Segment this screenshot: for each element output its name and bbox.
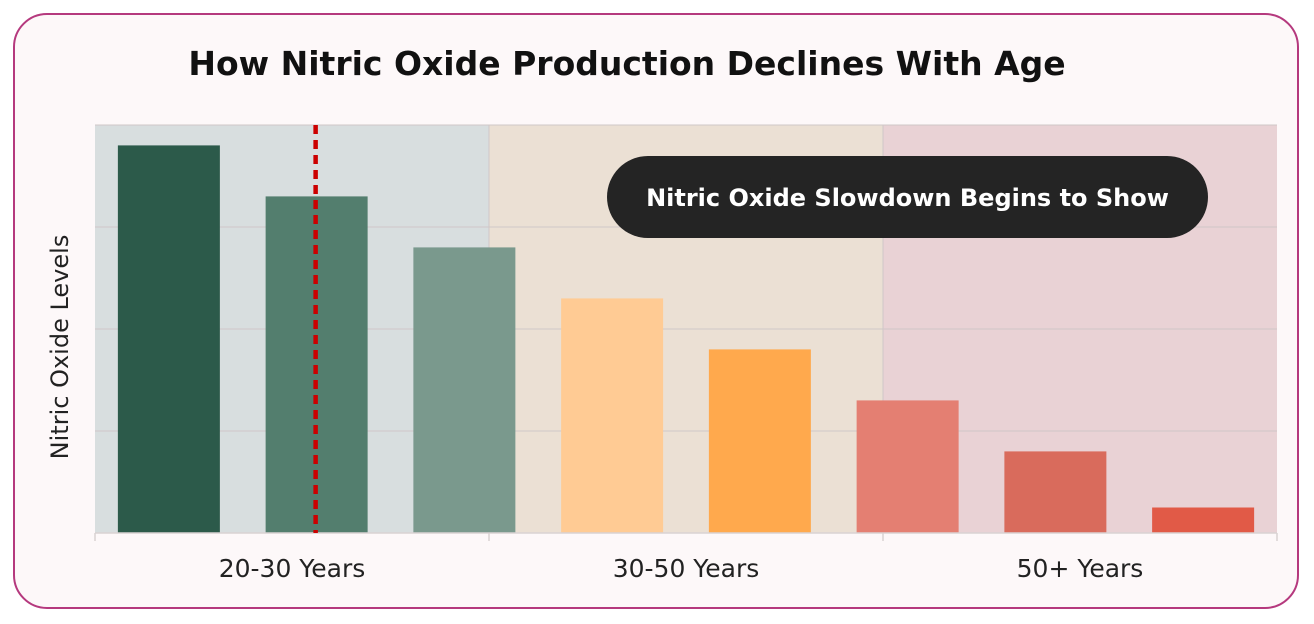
annotation-label: Nitric Oxide Slowdown Begins to Show [646, 184, 1169, 212]
chart-title: How Nitric Oxide Production Declines Wit… [188, 44, 1066, 83]
y-axis-label: Nitric Oxide Levels [46, 235, 74, 460]
x-tick-label: 30-50 Years [613, 554, 760, 583]
bar [856, 400, 959, 533]
annotation-pill [607, 156, 1208, 238]
bar [708, 349, 811, 533]
x-tick-label: 50+ Years [1017, 554, 1144, 583]
bar [117, 145, 220, 533]
bar [1004, 451, 1107, 533]
bar [1152, 507, 1255, 533]
bar [413, 247, 516, 533]
x-tick-label: 20-30 Years [219, 554, 366, 583]
bar [561, 298, 664, 533]
